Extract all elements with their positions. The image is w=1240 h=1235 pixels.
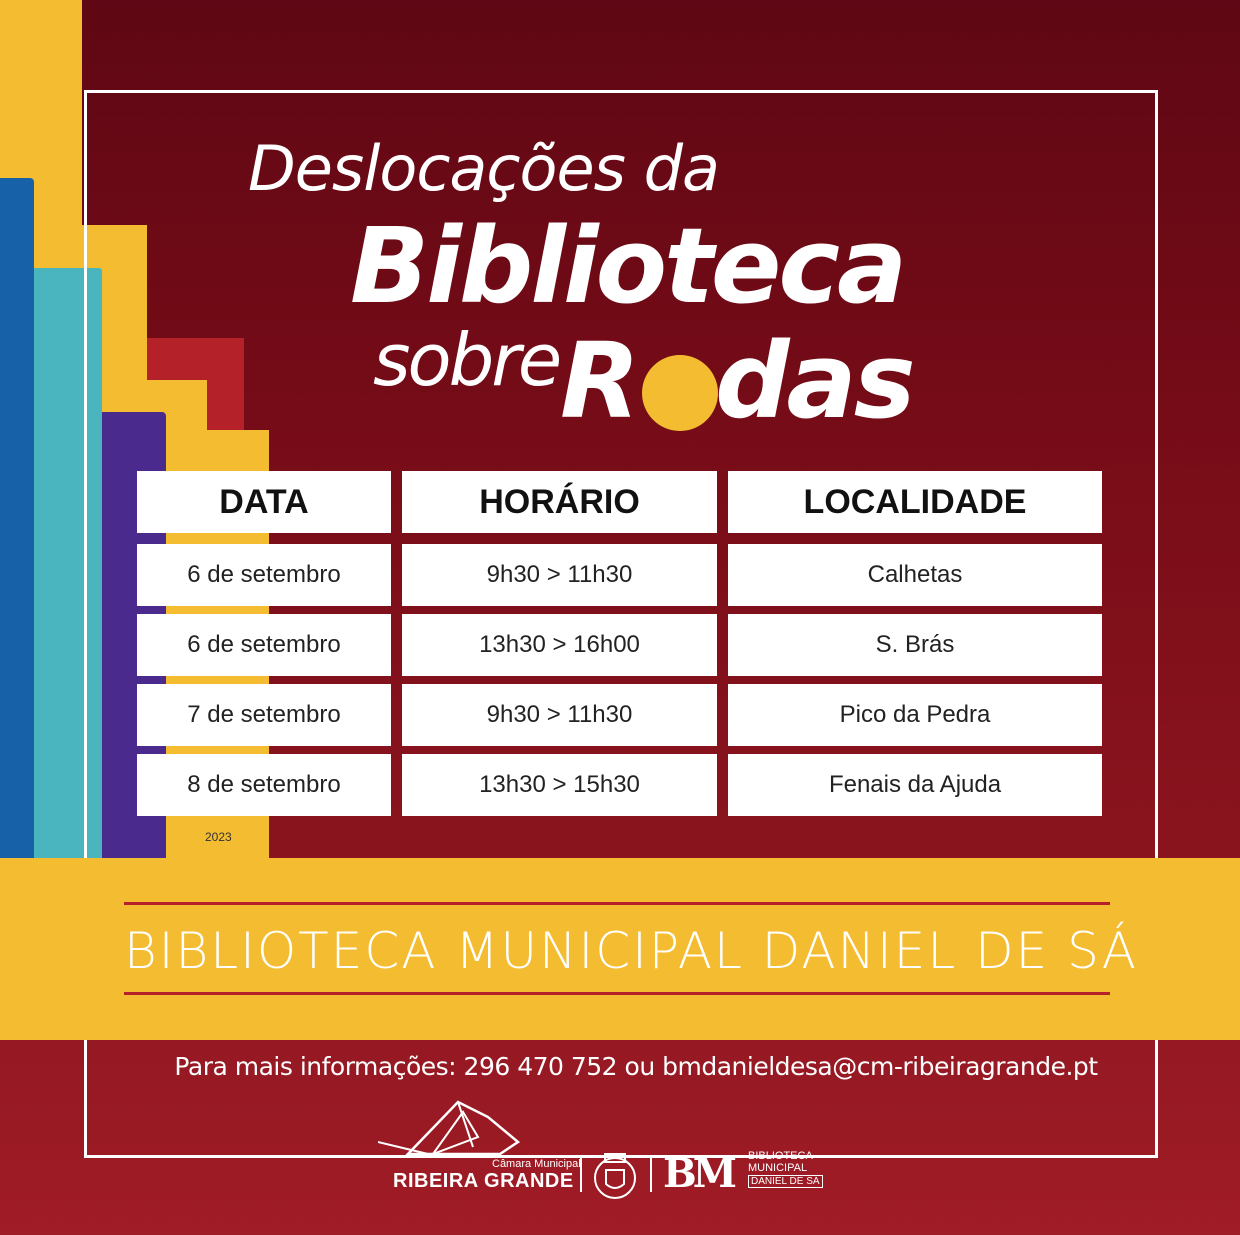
wheel-icon [642,355,718,431]
teal-book-spine [34,268,102,868]
table-cell-localidade: Fenais da Ajuda [728,754,1102,816]
contact-info: Para mais informações: 296 470 752 ou bm… [174,1052,1098,1081]
blue-book-spine [0,178,34,868]
table-header-localidade: LOCALIDADE [728,471,1102,533]
bm-daniel-de-sa-label: DANIEL DE SÁ [748,1175,823,1188]
table-cell-horario: 13h30 > 15h30 [402,754,717,816]
ribeira-grande-logo-icon [378,1100,521,1157]
table-cell-localidade: S. Brás [728,614,1102,676]
table-cell-data: 6 de setembro [137,614,391,676]
table-cell-data: 8 de setembro [137,754,391,816]
title-line-1: Deslocações da [248,132,720,205]
camara-municipal-label: Câmara Municipal [492,1158,581,1170]
library-name: BIBLIOTECA MUNICIPAL DANIEL DE SÁ [124,922,1138,980]
table-cell-horario: 9h30 > 11h30 [402,544,717,606]
table-cell-localidade: Calhetas [728,544,1102,606]
table-cell-horario: 9h30 > 11h30 [402,684,717,746]
logo-separator [580,1158,582,1192]
year-label: 2023 [205,830,232,844]
table-cell-data: 7 de setembro [137,684,391,746]
title-rodas-das: das [715,320,916,442]
bm-municipal-label: MUNICIPAL [748,1162,808,1174]
title-sobre: sobre [373,318,562,402]
table-cell-localidade: Pico da Pedra [728,684,1102,746]
table-cell-horario: 13h30 > 16h00 [402,614,717,676]
yellow-band [0,858,1240,1040]
logo-separator [650,1158,652,1192]
decorative-frame [84,90,1158,1158]
band-top-line [124,902,1110,905]
table-header-horario: HORÁRIO [402,471,717,533]
ribeira-grande-label: RIBEIRA GRANDE [393,1170,574,1192]
title-line-2: Biblioteca [350,205,907,327]
band-bottom-line [124,992,1110,995]
table-cell-data: 6 de setembro [137,544,391,606]
title-rodas-r: R [560,320,640,442]
municipal-crest-icon [594,1153,636,1199]
bm-logo: BM [663,1150,737,1197]
bm-biblioteca-label: BIBLIOTECA [748,1150,813,1162]
table-header-data: DATA [137,471,391,533]
